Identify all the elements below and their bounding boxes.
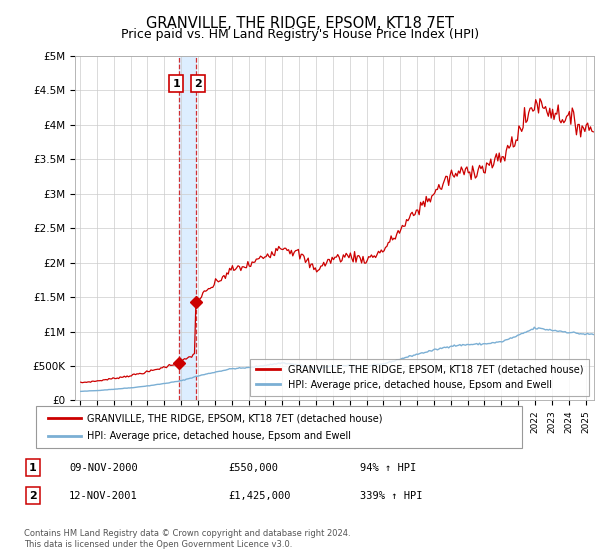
Text: 12-NOV-2001: 12-NOV-2001: [69, 491, 138, 501]
Text: GRANVILLE, THE RIDGE, EPSOM, KT18 7ET (detached house): GRANVILLE, THE RIDGE, EPSOM, KT18 7ET (d…: [87, 413, 383, 423]
Text: 1: 1: [172, 78, 180, 88]
Text: £550,000: £550,000: [228, 463, 278, 473]
Text: GRANVILLE, THE RIDGE, EPSOM, KT18 7ET: GRANVILLE, THE RIDGE, EPSOM, KT18 7ET: [146, 16, 454, 31]
Legend: GRANVILLE, THE RIDGE, EPSOM, KT18 7ET (detached house), HPI: Average price, deta: GRANVILLE, THE RIDGE, EPSOM, KT18 7ET (d…: [250, 359, 589, 395]
Text: 2: 2: [194, 78, 202, 88]
Text: HPI: Average price, detached house, Epsom and Ewell: HPI: Average price, detached house, Epso…: [87, 431, 351, 441]
Text: 339% ↑ HPI: 339% ↑ HPI: [360, 491, 422, 501]
Text: 2: 2: [29, 491, 37, 501]
Text: Price paid vs. HM Land Registry's House Price Index (HPI): Price paid vs. HM Land Registry's House …: [121, 28, 479, 41]
Text: This data is licensed under the Open Government Licence v3.0.: This data is licensed under the Open Gov…: [24, 540, 292, 549]
Text: Contains HM Land Registry data © Crown copyright and database right 2024.: Contains HM Land Registry data © Crown c…: [24, 529, 350, 538]
Text: 94% ↑ HPI: 94% ↑ HPI: [360, 463, 416, 473]
Text: 1: 1: [29, 463, 37, 473]
Text: 09-NOV-2000: 09-NOV-2000: [69, 463, 138, 473]
Text: £1,425,000: £1,425,000: [228, 491, 290, 501]
Bar: [179, 56, 196, 400]
